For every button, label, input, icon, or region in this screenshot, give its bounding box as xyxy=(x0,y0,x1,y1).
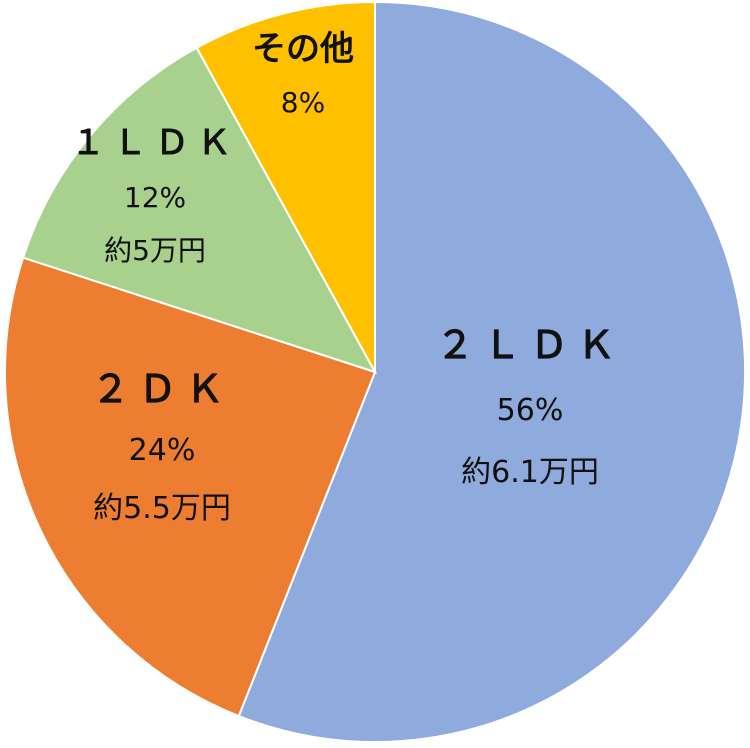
pie-slices xyxy=(4,0,746,743)
pie-slice-2 xyxy=(21,46,378,374)
slice-label-0: ２ＬＤＫ xyxy=(436,323,624,367)
slice-price-1: 約5.5万円 xyxy=(93,491,231,526)
slice-percent-1: 24% xyxy=(129,433,196,468)
slice-percent-0: 56% xyxy=(497,393,564,428)
pie-slice-1 xyxy=(4,256,377,718)
pie-slice-3 xyxy=(195,0,376,373)
slice-price-2: 約5万円 xyxy=(104,234,206,267)
slice-label-2: １ＬＤＫ xyxy=(71,123,239,163)
pie-labels: ２ＬＤＫ 56% 約6.1万円 ２ＤＫ 24% 約5.5万円 １ＬＤＫ 12% 約5万円 その他 8… xyxy=(71,29,624,526)
slice-percent-2: 12% xyxy=(124,181,186,214)
slice-price-0: 約6.1万円 xyxy=(461,455,599,490)
pie-slice-0 xyxy=(237,0,746,743)
slice-label-3: その他 xyxy=(252,29,354,69)
slice-percent-3: 8% xyxy=(281,86,325,119)
slice-label-1: ２ＤＫ xyxy=(91,367,232,411)
